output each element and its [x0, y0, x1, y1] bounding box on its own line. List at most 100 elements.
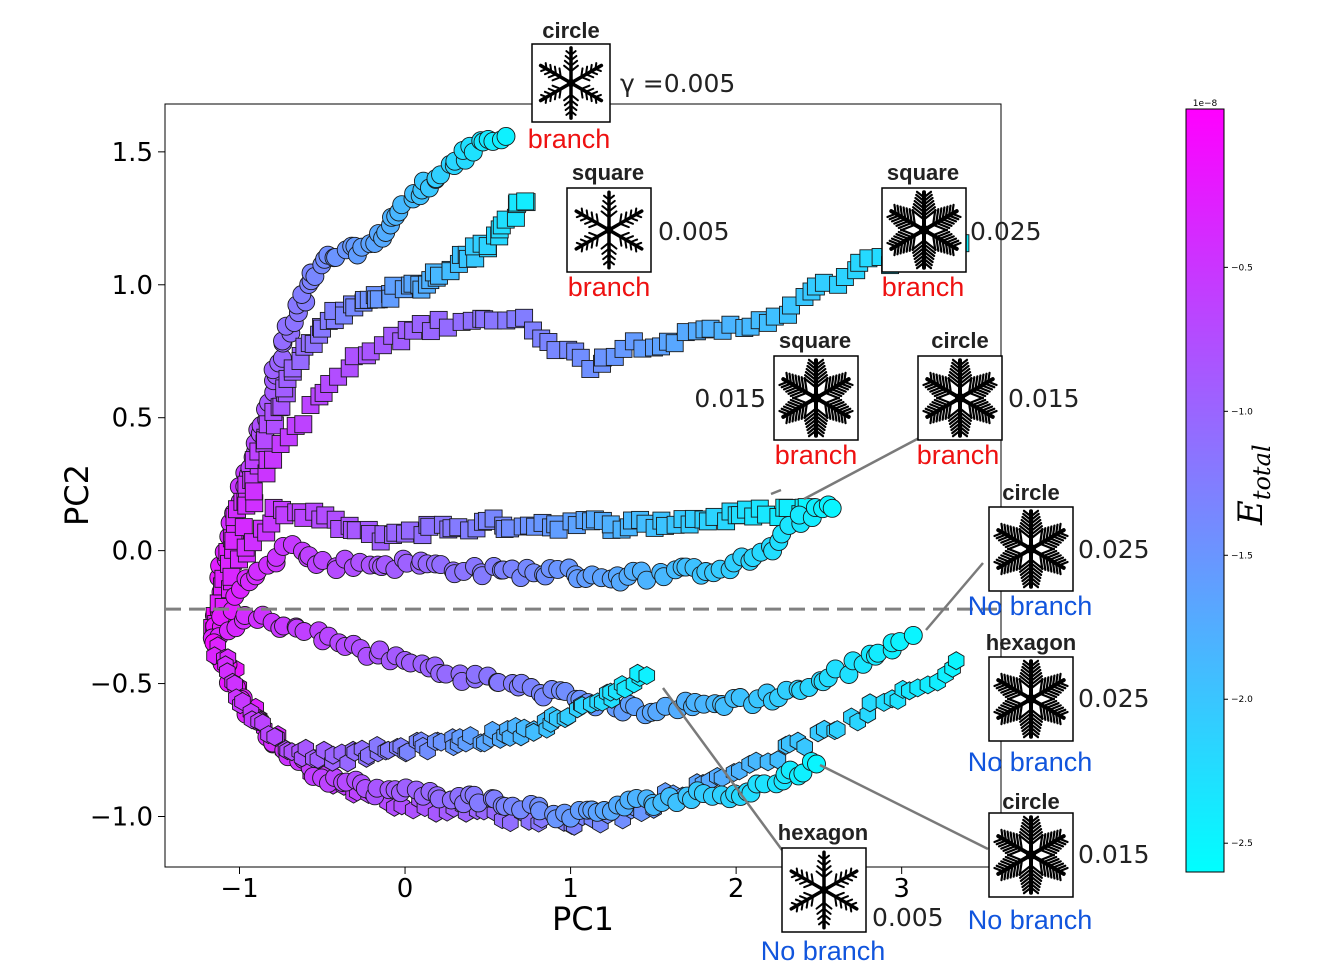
flake-branch: [787, 387, 802, 395]
flake-branch: [935, 235, 940, 252]
flake-branch: [1045, 702, 1060, 710]
flake-branch: [1018, 708, 1033, 720]
flake-branch: [547, 87, 558, 93]
flake-branch: [1029, 821, 1041, 831]
flake-branch: [971, 403, 976, 420]
flake-branch: [547, 73, 558, 79]
flake-branch: [974, 405, 979, 421]
flake-branch: [1029, 868, 1043, 879]
flake-branch: [1029, 831, 1043, 842]
flake-branch: [1051, 524, 1056, 538]
flake-branch: [807, 358, 818, 367]
flake-branch: [932, 372, 937, 385]
colorbar-tick-label: −1.0: [1231, 407, 1253, 417]
flake-branch: [980, 384, 994, 391]
flake-branch: [993, 681, 1004, 688]
flake-branch: [833, 403, 847, 410]
flake-branch: [1045, 552, 1060, 560]
flake-branch: [1020, 668, 1033, 679]
flake-branch: [1022, 886, 1033, 895]
flake-branch: [1048, 704, 1062, 711]
inset-gamma-label: 0.015: [1078, 840, 1150, 869]
flake-branch: [570, 99, 579, 107]
flake-branch: [1000, 843, 1014, 850]
flake-branch: [629, 241, 633, 251]
flake-branch: [967, 391, 985, 400]
flake-branch: [791, 391, 809, 400]
flake-branch: [1000, 860, 1014, 867]
colorbar-label: Etotal: [1231, 444, 1276, 526]
x-tick-label: 0: [397, 874, 414, 904]
flake-branch: [1006, 697, 1024, 706]
flake-branch: [814, 407, 829, 419]
flake-branch: [1042, 699, 1058, 708]
flake-branch: [995, 558, 1008, 565]
colorbar-label-main: E: [1231, 500, 1271, 526]
flake-branch: [584, 87, 595, 93]
flake-branch: [588, 222, 600, 229]
flake-branch: [915, 193, 926, 203]
inset-gamma-label: 0.025: [1078, 684, 1150, 713]
flake-branch: [1000, 522, 1004, 534]
flake-branch: [1012, 862, 1017, 878]
flake-branch: [1019, 562, 1033, 573]
flake-branch: [983, 382, 996, 389]
flake-branch: [814, 422, 826, 432]
flake-branch: [933, 389, 949, 398]
flake-branch: [944, 216, 958, 223]
flake-branch: [951, 241, 962, 248]
flake-branch: [1029, 668, 1042, 679]
flake-branch: [1048, 831, 1053, 846]
inset-branch-label: branch: [528, 124, 611, 154]
flake-branch: [958, 377, 973, 389]
flake-branch: [823, 907, 832, 915]
flake-branch: [780, 382, 793, 389]
flake-branch: [1042, 846, 1058, 855]
snowflake-icon: [886, 190, 962, 270]
flake-branch: [1038, 853, 1056, 862]
inset-branch-label: No branch: [968, 591, 1093, 621]
flake-branch: [830, 375, 835, 391]
flake-branch: [915, 261, 926, 270]
flake-branch: [844, 901, 848, 911]
flake-branch: [931, 401, 946, 409]
flake-branch: [553, 65, 558, 76]
data-point: [266, 727, 283, 747]
flake-center: [1026, 694, 1036, 704]
flake-branch: [935, 373, 940, 387]
flake-branch: [833, 386, 847, 393]
flake-branch: [933, 398, 949, 407]
flake-branch: [1051, 710, 1056, 724]
flake-branch: [584, 219, 594, 225]
flake-branch: [949, 367, 962, 378]
flake-branch: [1002, 538, 1017, 546]
flake-branch: [1029, 562, 1043, 573]
flake-branch: [947, 376, 953, 394]
flake-branch: [958, 364, 970, 374]
flake-branch: [1012, 556, 1017, 572]
flake-branch: [594, 93, 602, 99]
flake-branch: [1029, 665, 1041, 675]
flake-center: [919, 225, 929, 235]
flake-branch: [778, 380, 789, 387]
flake-branch: [814, 371, 828, 382]
flake-branch: [911, 209, 926, 221]
data-point: [861, 693, 879, 713]
flake-branch: [913, 250, 926, 261]
flake-branch: [814, 361, 825, 371]
flake-branch: [922, 193, 933, 203]
flake-branch: [785, 386, 799, 393]
flake-branch: [815, 901, 825, 910]
flake-branch: [1038, 859, 1044, 877]
flake-branch: [1000, 687, 1014, 694]
inset-gamma-label: γ =0.005: [620, 69, 735, 98]
flake-branch: [814, 414, 828, 425]
flake-branch: [833, 891, 845, 898]
flake-branch: [594, 62, 598, 70]
flake-branch: [1054, 829, 1059, 842]
data-point: [829, 720, 846, 740]
flake-branch: [1029, 871, 1043, 882]
inset-shape-label: hexagon: [986, 630, 1076, 655]
flake-branch: [908, 208, 913, 225]
